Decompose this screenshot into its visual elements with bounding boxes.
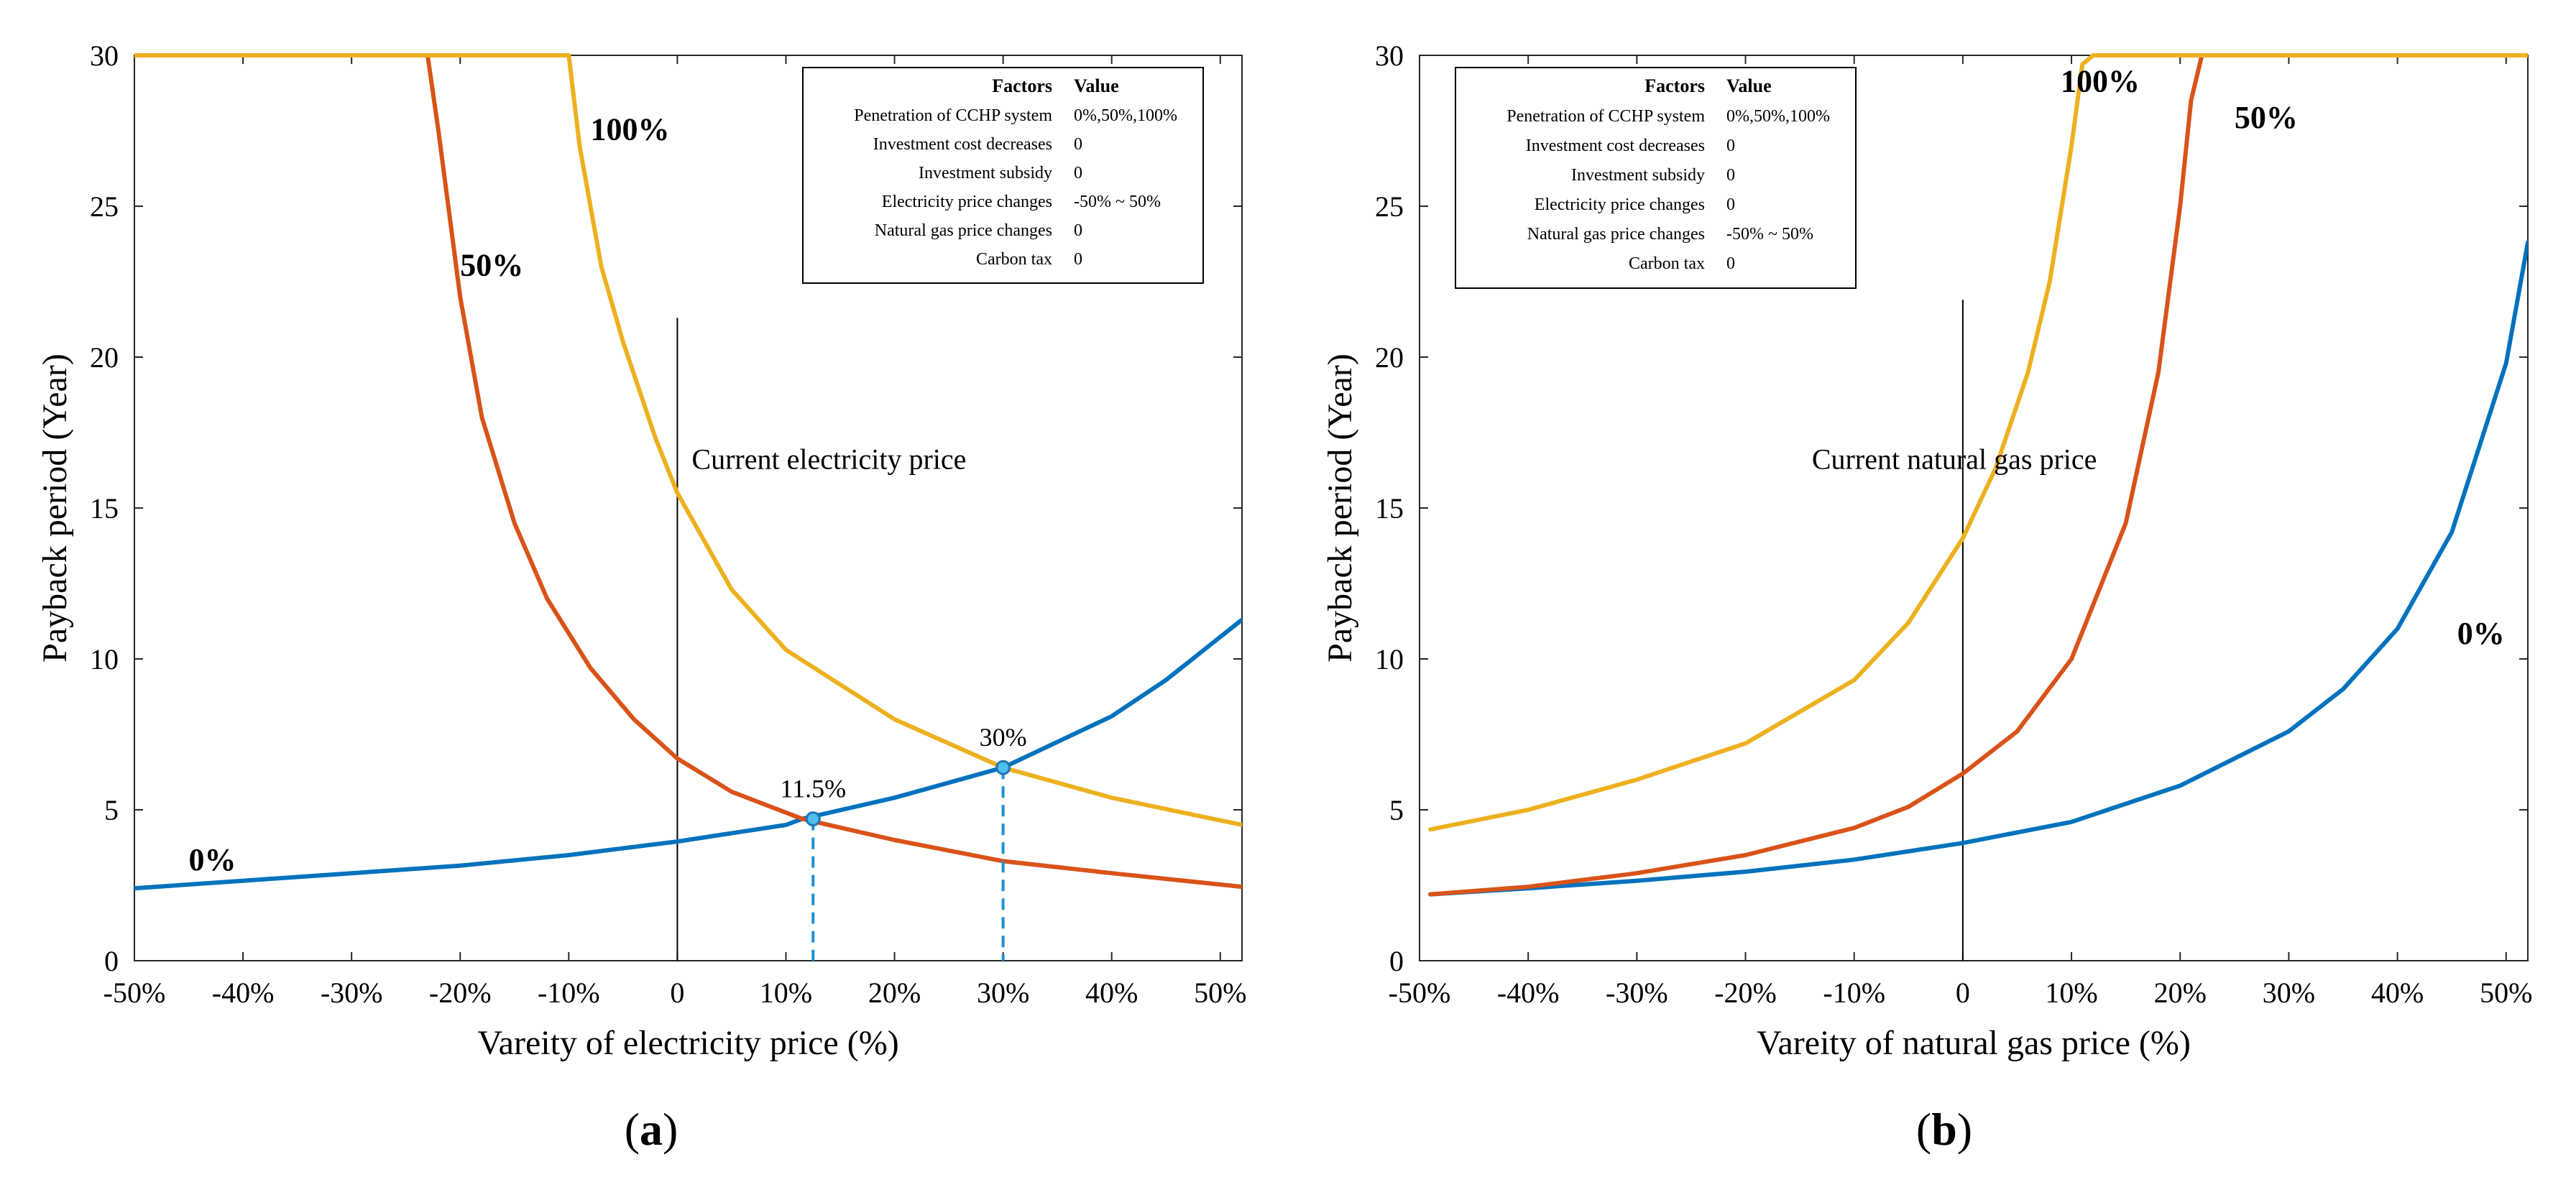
intersection-label: 11.5% <box>780 775 846 803</box>
factor-value: 0 <box>1074 135 1082 154</box>
panel-label-open: ( <box>1915 1104 1932 1155</box>
chart-panel-b: -50% -40% -30% -20% -10% 0 10% 20% 30% 40% 50% 0 5 10… <box>1288 0 2576 1200</box>
chart-panel-a: -50% -40% -30% -20% -10% 0 10% 20% 30% 40% 50% 0 5 10… <box>36 40 1246 1156</box>
factor-name: Penetration of CCHP system <box>854 106 1052 125</box>
factor-name: Carbon tax <box>1629 254 1705 273</box>
series-line-0pct <box>1428 240 2528 897</box>
y-tick-label: 20 <box>90 341 119 374</box>
factor-name: Natural gas price changes <box>875 221 1052 240</box>
x-tick-label: -40% <box>212 977 275 1009</box>
factor-value: -50% ~ 50% <box>1726 225 1813 244</box>
curve-label: 0% <box>189 842 236 877</box>
factor-name: Investment cost decreases <box>873 135 1052 154</box>
factor-name: Electricity price changes <box>1535 195 1705 214</box>
curve-label: 100% <box>591 112 670 147</box>
series-line-0pct <box>134 617 1242 891</box>
y-tick-label: 0 <box>104 945 119 977</box>
y-tick-label: 15 <box>1375 492 1404 525</box>
x-tick-label: 10% <box>760 977 812 1009</box>
x-tick-label: 20% <box>2154 977 2207 1009</box>
y-tick-label: 30 <box>90 40 119 72</box>
factor-value: 0 <box>1074 221 1082 240</box>
x-tick-label: 20% <box>868 977 921 1009</box>
value-header: Value <box>1074 75 1119 96</box>
y-tick-label: 10 <box>1375 643 1404 675</box>
y-tick-label: 5 <box>1389 794 1404 826</box>
factors-table-box <box>802 67 1204 284</box>
panel-label-close: ) <box>663 1104 678 1155</box>
factor-name: Investment subsidy <box>919 164 1052 183</box>
x-tick-label: -10% <box>538 977 600 1009</box>
y-axis-label: Payback period (Year) <box>1321 354 1359 663</box>
curve-label: 100% <box>2061 63 2140 98</box>
x-tick-label: -20% <box>1714 977 1777 1009</box>
x-tick-label: 0 <box>1956 977 1970 1009</box>
x-tick-label: -20% <box>429 977 492 1009</box>
x-tick-label: 0 <box>670 977 684 1009</box>
x-tick-label: 40% <box>2371 977 2424 1009</box>
series-line-50pct <box>1428 53 2528 897</box>
reference-line-label: Current natural gas price <box>1812 443 2097 475</box>
factors-header: Factors <box>992 75 1052 96</box>
x-tick-label: -30% <box>321 977 383 1009</box>
intersection-marker <box>805 811 821 827</box>
x-tick-label: -40% <box>1497 977 1560 1009</box>
x-tick-label: -10% <box>1823 977 1885 1009</box>
panel-label-letter: a <box>640 1104 663 1155</box>
factor-value: 0%,50%,100% <box>1726 107 1830 126</box>
y-tick-label: 15 <box>90 492 119 525</box>
series-line-100pct <box>1428 53 2528 832</box>
panel-label-letter: b <box>1931 1104 1957 1155</box>
curve-label: 50% <box>2235 100 2298 135</box>
factor-name: Investment cost decreases <box>1526 137 1705 155</box>
y-tick-label: 25 <box>90 190 119 223</box>
factors-header: Factors <box>1644 75 1705 96</box>
factors-table-box <box>1455 67 1857 289</box>
x-tick-label: -30% <box>1606 977 1668 1009</box>
factor-value: 0 <box>1726 195 1735 214</box>
y-axis-label: Payback period (Year) <box>36 354 74 663</box>
panel-label-b: (b) <box>1901 1103 1987 1156</box>
x-axis-label: Vareity of natural gas price (%) <box>1757 1024 2191 1062</box>
payback-vs-electricity-price-chart: -50% -40% -30% -20% -10% 0 10% 20% 30% 40% 50% 0 5 10… <box>36 40 1246 1062</box>
factor-name: Carbon tax <box>976 250 1052 269</box>
factor-value: -50% ~ 50% <box>1074 193 1161 211</box>
y-tick-label: 20 <box>1375 341 1404 374</box>
factor-name: Penetration of CCHP system <box>1506 107 1705 126</box>
y-tick-label: 25 <box>1375 190 1404 223</box>
panel-label-open: ( <box>624 1104 640 1155</box>
x-tick-label: -50% <box>1389 977 1451 1009</box>
y-tick-label: 30 <box>1375 40 1404 72</box>
y-tick-label: 0 <box>1389 945 1404 977</box>
factor-name: Investment subsidy <box>1571 166 1705 185</box>
y-tick-label: 5 <box>104 794 119 826</box>
factor-value: 0%,50%,100% <box>1074 106 1177 125</box>
series-line-50pct <box>134 53 1242 890</box>
intersection-marker <box>995 760 1011 775</box>
factor-name: Natural gas price changes <box>1527 225 1705 244</box>
x-tick-label: -50% <box>104 977 166 1009</box>
x-tick-label: 40% <box>1085 977 1138 1009</box>
panel-label-close: ) <box>1956 1104 1973 1155</box>
panel-label-a: (a) <box>608 1103 694 1156</box>
curve-label: 50% <box>460 248 523 283</box>
x-tick-label: 30% <box>977 977 1029 1009</box>
y-tick-label: 10 <box>90 643 119 675</box>
factor-value: 0 <box>1074 250 1082 269</box>
x-tick-label: 50% <box>2480 977 2532 1009</box>
curve-label: 0% <box>2457 616 2505 651</box>
x-tick-label: 10% <box>2045 977 2097 1009</box>
x-axis-label: Vareity of electricity price (%) <box>477 1024 898 1062</box>
factor-name: Electricity price changes <box>882 193 1052 211</box>
reference-line-label: Current electricity price <box>691 443 966 475</box>
x-tick-label: 50% <box>1194 977 1246 1009</box>
value-header: Value <box>1726 75 1772 96</box>
factor-value: 0 <box>1074 164 1082 183</box>
payback-vs-natural-gas-price-chart: -50% -40% -30% -20% -10% 0 10% 20% 30% 40% 50% 0 5 10… <box>1321 40 2532 1062</box>
factor-value: 0 <box>1726 166 1735 185</box>
factor-value: 0 <box>1726 137 1735 155</box>
intersection-label: 30% <box>980 723 1027 752</box>
factor-value: 0 <box>1726 254 1735 273</box>
x-tick-label: 30% <box>2263 977 2315 1009</box>
